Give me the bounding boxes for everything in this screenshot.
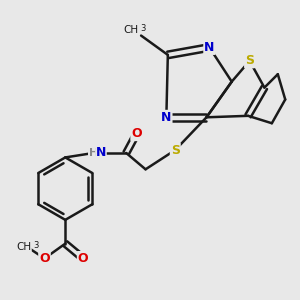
Text: S: S bbox=[245, 54, 254, 67]
Text: N: N bbox=[204, 41, 214, 54]
Text: S: S bbox=[171, 143, 180, 157]
Text: N: N bbox=[96, 146, 106, 160]
Text: N: N bbox=[161, 111, 172, 124]
Text: O: O bbox=[39, 252, 50, 265]
Text: O: O bbox=[131, 127, 142, 140]
Text: CH: CH bbox=[123, 25, 138, 34]
Text: O: O bbox=[78, 252, 88, 265]
Text: 3: 3 bbox=[33, 241, 38, 250]
Text: H: H bbox=[89, 148, 98, 158]
Text: 3: 3 bbox=[140, 24, 145, 33]
Text: CH: CH bbox=[16, 242, 31, 252]
